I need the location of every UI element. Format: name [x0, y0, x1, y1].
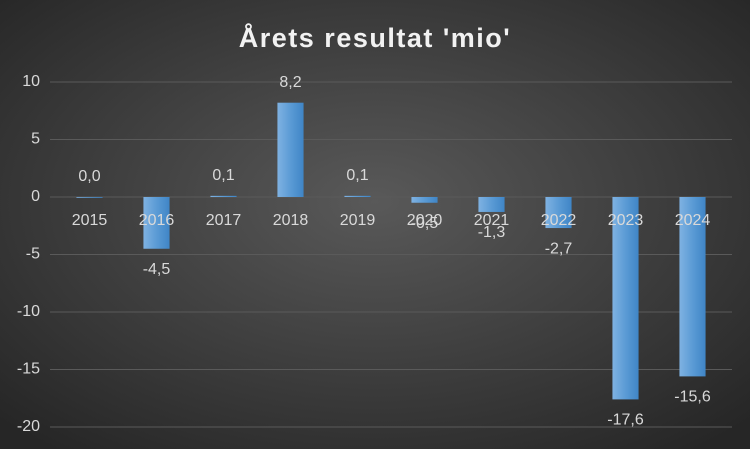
- bar: [344, 195, 371, 197]
- data-label: 0,1: [346, 167, 368, 184]
- plot: [76, 102, 706, 400]
- y-tick-label: 5: [31, 131, 40, 148]
- bar: [143, 197, 170, 249]
- chart-title: Årets resultat 'mio': [239, 22, 511, 53]
- bar: [411, 197, 438, 203]
- bar: [478, 197, 505, 212]
- x-tick-label: 2016: [139, 212, 175, 229]
- bar: [612, 197, 639, 400]
- bar: [679, 197, 706, 377]
- bar: [277, 102, 304, 197]
- data-label: 0,1: [212, 167, 234, 184]
- y-tick-label: -10: [17, 303, 40, 320]
- data-label: -0,5: [411, 215, 439, 232]
- bar: [76, 197, 103, 198]
- data-label: -2,7: [545, 240, 573, 257]
- y-tick-label: -20: [17, 418, 40, 435]
- x-tick-label: 2017: [206, 212, 242, 229]
- y-tick-label: 0: [31, 188, 40, 205]
- x-tick-label: 2020: [407, 212, 443, 229]
- x-tick-label: 2023: [608, 212, 644, 229]
- x-tick-label: 2019: [340, 212, 376, 229]
- x-tick-label: 2015: [72, 212, 108, 229]
- bar: [545, 197, 572, 229]
- bar: [210, 195, 237, 197]
- data-label: -1,3: [478, 224, 506, 241]
- data-label: -4,5: [143, 261, 171, 278]
- x-tick-label: 2022: [541, 212, 577, 229]
- x-tick-label: 2024: [675, 212, 711, 229]
- data-label: -17,6: [607, 412, 644, 429]
- data-label: 8,2: [279, 74, 301, 91]
- y-tick-label: -5: [26, 246, 40, 263]
- data-label: -15,6: [674, 389, 711, 406]
- x-tick-label: 2021: [474, 212, 510, 229]
- y-tick-label: -15: [17, 361, 40, 378]
- x-tick-label: 2018: [273, 212, 309, 229]
- y-tick-label: 10: [22, 73, 40, 90]
- data-label: 0,0: [78, 168, 100, 185]
